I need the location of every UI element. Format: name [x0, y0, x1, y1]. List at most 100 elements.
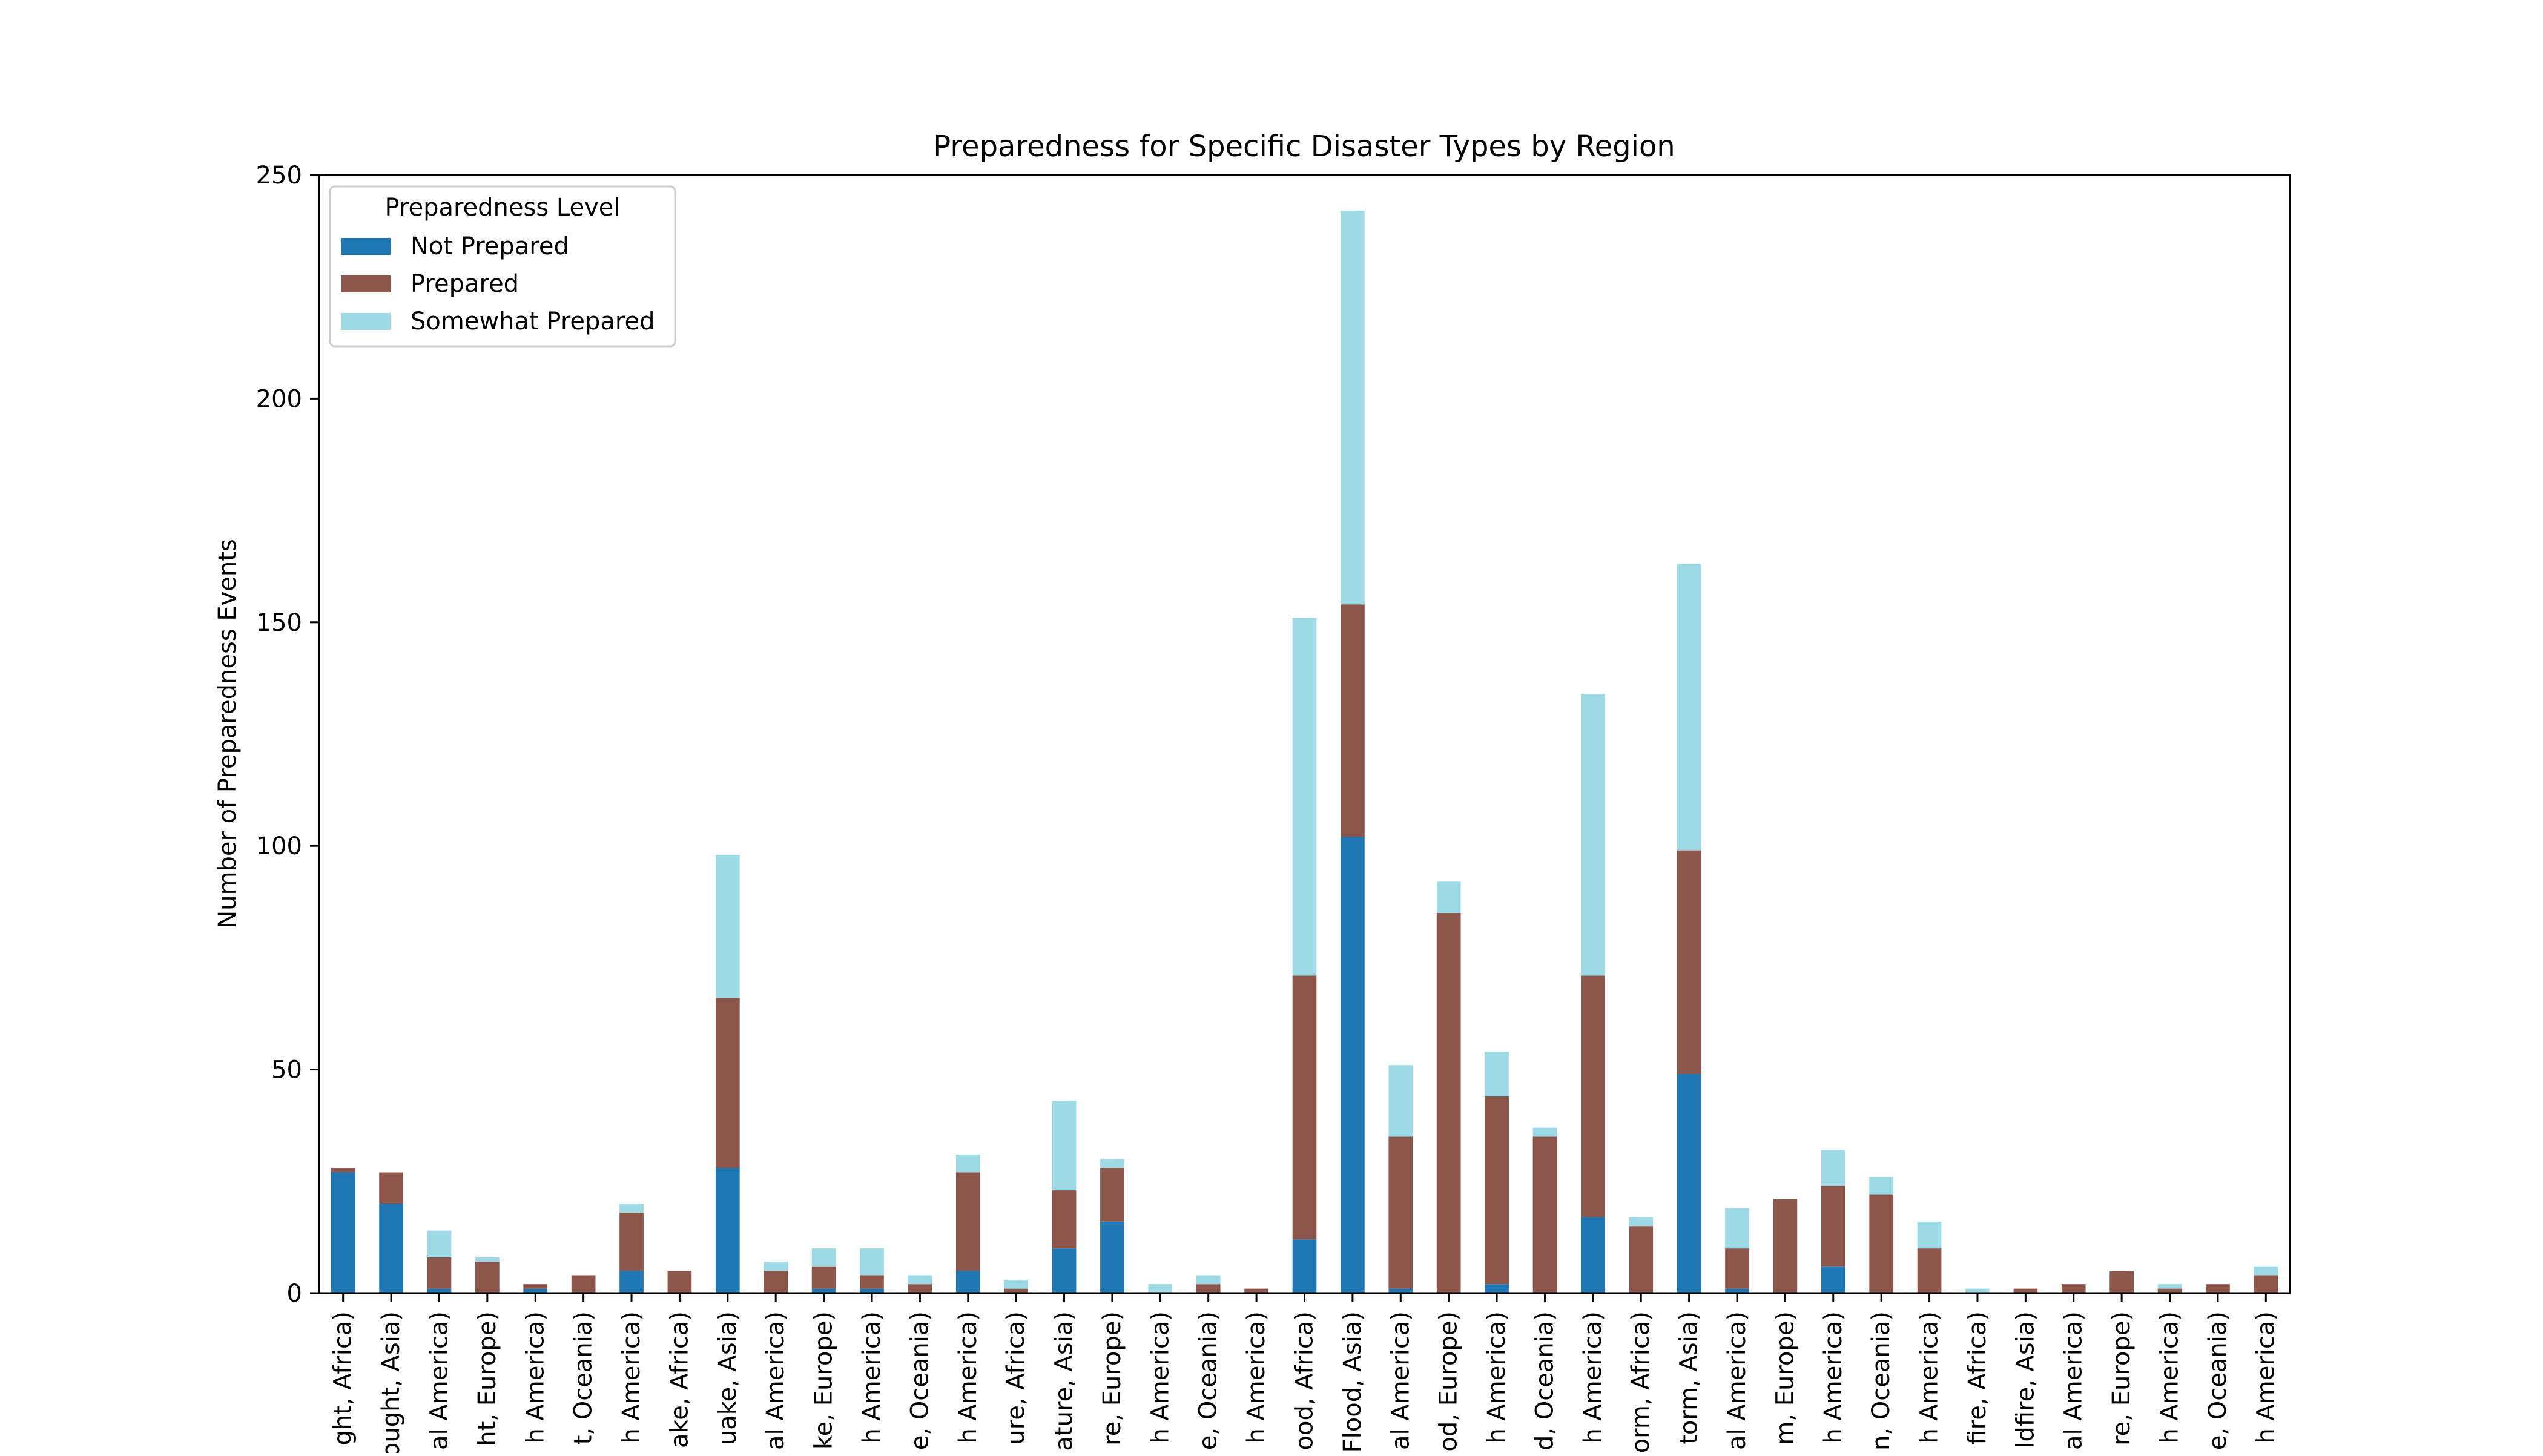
legend-label-prepared: Prepared	[411, 270, 519, 298]
bar-segment	[1341, 211, 1365, 605]
bar-segment	[331, 1172, 355, 1293]
bar-segment	[955, 1271, 980, 1293]
bar-segment	[1052, 1248, 1077, 1293]
bar-segment	[571, 1275, 596, 1293]
bar-segment	[1004, 1288, 1029, 1293]
bar-segment	[860, 1248, 884, 1276]
bar-segment	[1388, 1136, 1413, 1289]
x-tick-label: ood, Africa)	[1291, 1311, 1319, 1450]
bar-segment	[860, 1275, 884, 1289]
bar-segment	[1869, 1194, 1894, 1293]
bar-segment	[715, 998, 740, 1168]
x-tick-label: ought, Asia)	[377, 1311, 405, 1453]
bar-segment	[955, 1172, 980, 1271]
x-tick-label: h America)	[521, 1311, 549, 1444]
bar-segment	[1580, 1217, 1605, 1293]
x-tick-label: ht, Europe)	[473, 1311, 501, 1446]
bar-segment	[2254, 1266, 2278, 1276]
bar-segment	[908, 1284, 932, 1293]
bar-segment	[1725, 1208, 1749, 1249]
x-tick-label: h America)	[2156, 1311, 2184, 1444]
bar-segment	[1580, 694, 1605, 976]
x-tick-label: ke, Europe)	[810, 1311, 838, 1449]
bar-segment	[475, 1262, 500, 1293]
x-tick-label: Flood, Asia)	[1339, 1311, 1367, 1452]
bar-segment	[1004, 1279, 1029, 1289]
x-tick-label: d, Oceania)	[1531, 1311, 1558, 1451]
legend-swatch-somewhat-prepared	[341, 313, 391, 330]
bar-segment	[955, 1154, 980, 1173]
bar-segment	[1677, 564, 1701, 851]
x-tick-label: al America)	[2060, 1311, 2088, 1450]
bar-segment	[1485, 1052, 1509, 1096]
bar-segment	[2206, 1284, 2230, 1293]
bar-segment	[1341, 837, 1365, 1293]
y-tick-label: 0	[287, 1280, 302, 1308]
bar-segment	[908, 1275, 932, 1285]
legend: Preparedness Level Not Prepared Prepared…	[329, 185, 676, 348]
bar-segment	[1677, 850, 1701, 1074]
bar-segment	[1532, 1136, 1557, 1293]
bar-segment	[2254, 1275, 2278, 1293]
bar-segment	[1869, 1176, 1894, 1195]
bar-segment	[1725, 1288, 1749, 1293]
bar-segment	[1388, 1288, 1413, 1293]
bar-segment	[2157, 1288, 2182, 1293]
bar-segment	[1917, 1248, 1942, 1293]
bar-segment	[1436, 881, 1461, 914]
bar-segment	[1292, 618, 1317, 976]
bar-segment	[1052, 1190, 1077, 1249]
y-tick-label: 200	[256, 385, 302, 413]
x-tick-label: re, Europe)	[1098, 1311, 1126, 1446]
bar-segment	[427, 1288, 452, 1293]
bar-segment	[811, 1266, 836, 1289]
legend-label-somewhat-prepared: Somewhat Prepared	[411, 308, 655, 335]
bar-segment	[379, 1172, 403, 1204]
x-tick-label: ature, Asia)	[1051, 1311, 1078, 1451]
x-tick-label: al America)	[425, 1311, 453, 1450]
bar-segment	[523, 1288, 548, 1293]
bar-segment	[1485, 1284, 1509, 1293]
bar-segment	[1629, 1217, 1654, 1227]
x-tick-label: h America)	[858, 1311, 886, 1444]
x-tick-label: ure, Africa)	[1002, 1311, 1030, 1445]
axis-ticks: 0 50 100 150 200 250 ght, Africa) ought, Asia) a…	[256, 162, 2280, 1456]
x-tick-label: e, Oceania)	[1195, 1311, 1222, 1450]
bar-segment	[715, 1168, 740, 1293]
x-tick-label: h America)	[2252, 1311, 2280, 1444]
y-tick-label: 100	[256, 832, 302, 860]
y-axis-label: Number of Preparedness Events	[214, 539, 242, 929]
bar-segment	[1965, 1288, 1990, 1293]
x-tick-label: fire, Africa)	[1964, 1311, 1991, 1445]
x-tick-label: h America)	[1483, 1311, 1511, 1444]
x-tick-label: h America)	[618, 1311, 645, 1444]
bar-segment	[2109, 1271, 2134, 1293]
bar-segment	[427, 1257, 452, 1289]
bar-segment	[1629, 1226, 1654, 1293]
bar-segment	[1196, 1284, 1221, 1293]
x-tick-label: h America)	[1819, 1311, 1847, 1444]
x-tick-label: h America)	[1579, 1311, 1607, 1444]
x-tick-label: al America)	[1723, 1311, 1751, 1450]
legend-title: Preparedness Level	[384, 194, 620, 222]
bar-segment	[1677, 1073, 1701, 1293]
bar-segment	[1821, 1266, 1845, 1293]
bar-segment	[1821, 1185, 1845, 1267]
bar-segment	[1725, 1248, 1749, 1289]
bar-segment	[667, 1271, 692, 1293]
legend-swatch-not-prepared	[341, 238, 391, 255]
x-tick-label: ldfire, Asia)	[2011, 1311, 2039, 1449]
bar-segment	[427, 1230, 452, 1257]
bar-segment	[523, 1284, 548, 1289]
bar-segment	[1917, 1221, 1942, 1249]
x-tick-label: uake, Asia)	[714, 1311, 742, 1445]
bar-segment	[1388, 1065, 1413, 1137]
x-tick-label: od, Europe)	[1435, 1311, 1463, 1452]
y-tick-label: 250	[256, 162, 302, 189]
bar-segment	[1196, 1275, 1221, 1285]
x-tick-label: e, Oceania)	[906, 1311, 934, 1450]
bar-segment	[2061, 1284, 2086, 1293]
legend-swatch-prepared	[341, 275, 391, 292]
bar-segment	[1292, 975, 1317, 1240]
bar-segment	[811, 1248, 836, 1267]
